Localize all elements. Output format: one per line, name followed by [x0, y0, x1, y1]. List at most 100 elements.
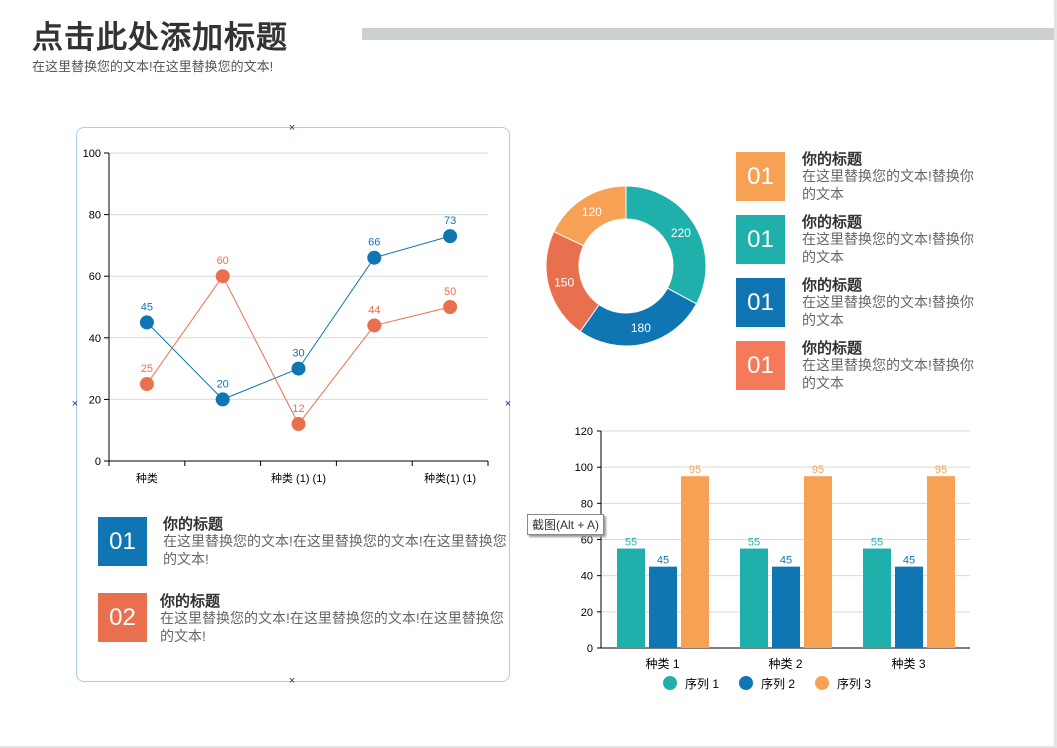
item-text[interactable]: 在这里替换您的文本!替换你的文本: [802, 357, 974, 391]
donut-slice: [553, 185, 627, 247]
data-point: [139, 315, 154, 330]
bar-label: 95: [812, 464, 824, 476]
page-title[interactable]: 点击此处添加标题: [32, 20, 288, 56]
bar: [804, 476, 832, 648]
data-label: 73: [444, 215, 456, 227]
y-tick-label: 120: [575, 426, 593, 438]
x-tick-label: 种类 (1) (1): [271, 471, 326, 485]
y-tick-label: 0: [95, 456, 101, 468]
resize-handle-right[interactable]: ×: [504, 398, 512, 410]
y-tick-label: 20: [581, 607, 593, 619]
y-tick-label: 0: [587, 643, 593, 655]
data-point: [139, 377, 154, 391]
y-tick-label: 80: [581, 498, 593, 510]
data-point: [443, 229, 458, 244]
bar-label: 45: [657, 555, 669, 567]
data-label: 60: [217, 255, 229, 267]
legend-marker: [739, 676, 753, 690]
data-point: [367, 250, 382, 265]
resize-handle-bottom[interactable]: ×: [288, 675, 296, 687]
data-label: 66: [368, 237, 380, 249]
bar: [740, 548, 768, 648]
legend-label: 序列 1: [685, 676, 719, 691]
x-tick-label: 种类 1: [645, 657, 679, 671]
x-tick-label: 种类 3: [891, 657, 925, 671]
slice-label: 120: [582, 205, 602, 219]
item-text[interactable]: 在这里替换您的文本!在这里替换您的文本!在这里替换您的文本!: [163, 533, 507, 567]
item-text[interactable]: 在这里替换您的文本!替换你的文本: [802, 294, 974, 328]
number-badge[interactable]: 01: [98, 517, 147, 566]
bar: [927, 476, 955, 648]
item-title[interactable]: 你的标题: [802, 150, 863, 168]
item-text[interactable]: 在这里替换您的文本!替换你的文本: [802, 168, 974, 202]
donut-slice: [579, 287, 698, 347]
data-point: [291, 417, 306, 432]
data-label: 30: [292, 348, 304, 360]
y-tick-label: 20: [89, 394, 101, 406]
y-tick-label: 40: [89, 333, 101, 345]
x-tick-label: 种类(1) (1): [424, 471, 476, 485]
item-title[interactable]: 你的标题: [802, 213, 863, 231]
bar: [649, 566, 677, 648]
item-text[interactable]: 在这里替换您的文本!替换你的文本: [802, 231, 974, 265]
data-label: 45: [141, 301, 153, 313]
resize-handle-top[interactable]: ×: [288, 122, 296, 134]
x-tick-label: 种类 2: [768, 657, 802, 671]
number-badge[interactable]: 02: [98, 593, 147, 642]
window-edge-bottom: [0, 746, 1057, 748]
bar-label: 55: [748, 537, 760, 549]
y-tick-label: 60: [89, 271, 101, 283]
item-title[interactable]: 你的标题: [163, 515, 224, 533]
data-label: 20: [217, 378, 229, 390]
slice-label: 180: [631, 321, 651, 335]
data-label: 44: [368, 304, 380, 316]
bar-label: 45: [903, 555, 915, 567]
bar: [681, 476, 709, 648]
bar-label: 45: [780, 555, 792, 567]
number-badge[interactable]: 01: [736, 341, 785, 390]
bar: [863, 548, 891, 648]
y-tick-label: 80: [89, 210, 101, 222]
number-badge[interactable]: 01: [736, 278, 785, 327]
x-tick-label: 种类: [136, 471, 158, 485]
y-tick-label: 100: [575, 462, 593, 474]
slice-label: 220: [671, 226, 691, 240]
data-label: 12: [292, 403, 304, 415]
data-point: [215, 392, 230, 407]
item-title[interactable]: 你的标题: [802, 339, 863, 357]
data-point: [215, 269, 230, 284]
bar-label: 55: [871, 537, 883, 549]
data-label: 50: [444, 286, 456, 298]
bar: [617, 548, 645, 648]
y-tick-label: 60: [581, 535, 593, 547]
donut-slice: [625, 185, 707, 305]
legend-label: 序列 2: [761, 676, 795, 691]
data-point: [367, 318, 382, 333]
window-edge: [1054, 0, 1057, 748]
data-label: 25: [141, 363, 153, 375]
legend-label: 序列 3: [837, 676, 871, 691]
slice-label: 150: [554, 275, 574, 289]
selected-chart-frame[interactable]: [76, 127, 510, 682]
item-text[interactable]: 在这里替换您的文本!在这里替换您的文本!在这里替换您的文本!: [160, 610, 504, 644]
item-title[interactable]: 你的标题: [160, 592, 221, 610]
bar-label: 55: [625, 537, 637, 549]
number-badge[interactable]: 01: [736, 215, 785, 264]
title-decor-bar: [362, 28, 1054, 40]
bar-label: 95: [935, 464, 947, 476]
y-tick-label: 40: [581, 571, 593, 583]
item-title[interactable]: 你的标题: [802, 276, 863, 294]
legend-marker: [815, 676, 829, 690]
data-point: [443, 300, 458, 314]
screenshot-tooltip: 截图(Alt + A): [527, 514, 605, 535]
y-tick-label: 100: [83, 148, 101, 160]
number-badge[interactable]: 01: [736, 152, 785, 201]
bar: [772, 566, 800, 648]
bar: [895, 566, 923, 648]
page-subtitle[interactable]: 在这里替换您的文本!在这里替换您的文本!: [32, 59, 274, 74]
data-point: [291, 361, 306, 376]
resize-handle-left[interactable]: ×: [71, 398, 79, 410]
bar-label: 95: [689, 464, 701, 476]
legend-marker: [663, 676, 677, 690]
